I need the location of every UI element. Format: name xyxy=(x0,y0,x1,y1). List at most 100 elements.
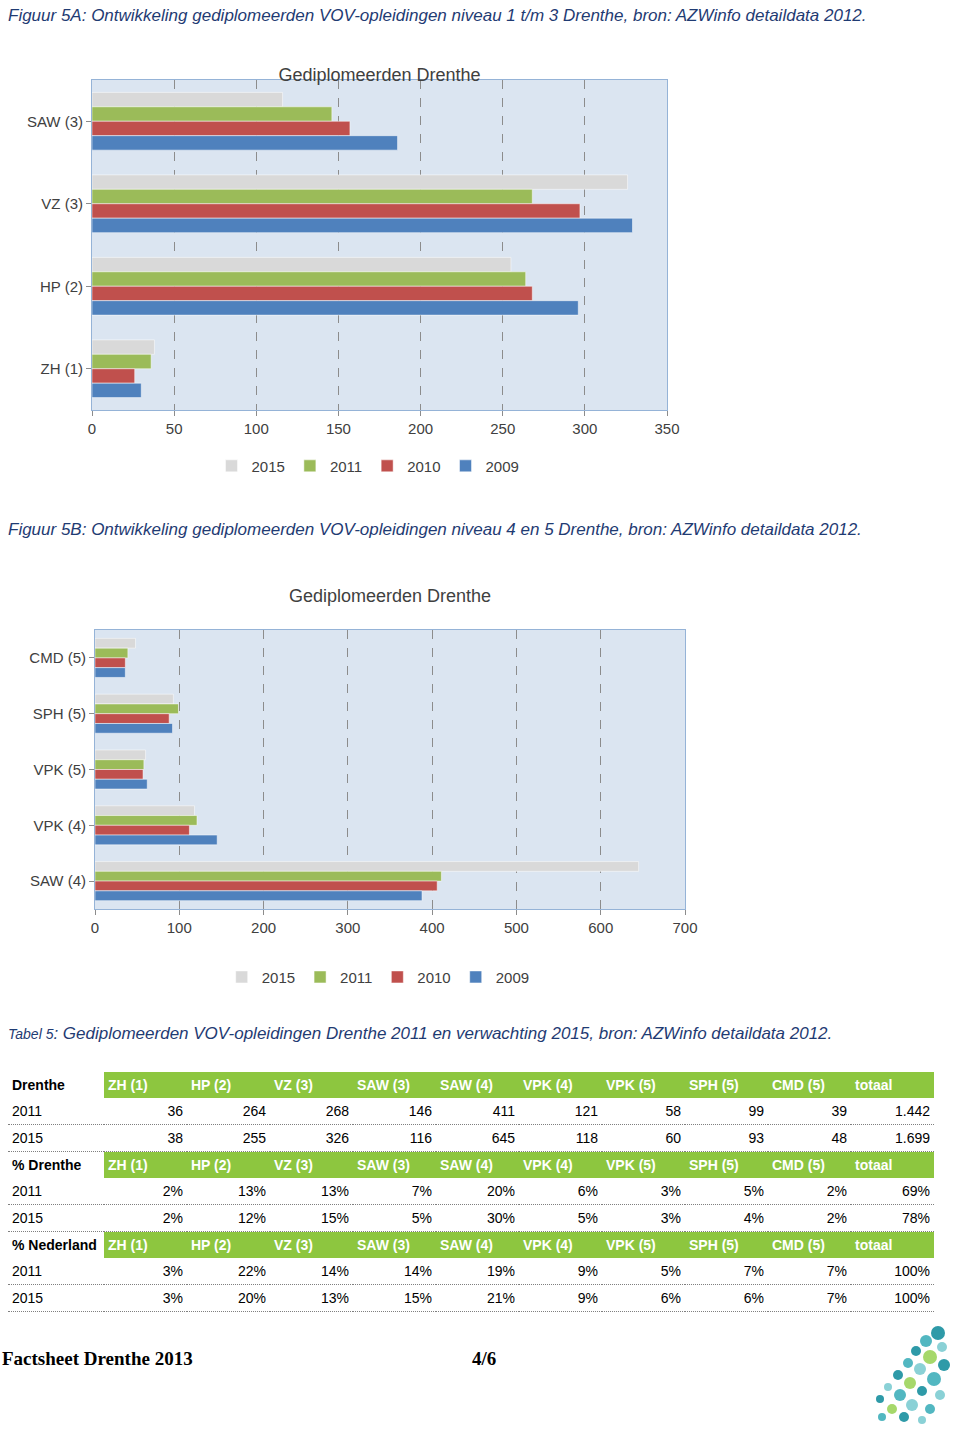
svg-text:HP (2): HP (2) xyxy=(40,278,83,295)
html-text:255: 255 xyxy=(242,1130,266,1146)
html-text:HP (2): HP (2) xyxy=(191,1077,232,1093)
html-text:36: 36 xyxy=(167,1103,183,1119)
html-text:121: 121 xyxy=(574,1103,598,1119)
html-text:39: 39 xyxy=(831,1103,847,1119)
svg-text:2011: 2011 xyxy=(340,969,372,986)
html-text:Tabel 5: Gediplomeerden VOV-op: Tabel 5: Gediplomeerden VOV-opleidingen … xyxy=(8,1024,833,1043)
html-text:3%: 3% xyxy=(660,1183,681,1199)
html-text:264: 264 xyxy=(242,1103,266,1119)
html-text:VZ (3): VZ (3) xyxy=(274,1157,313,1173)
html-text:1.442: 1.442 xyxy=(895,1103,930,1119)
html-text:2011: 2011 xyxy=(12,1103,43,1119)
svg-text:500: 500 xyxy=(504,919,529,936)
svg-text:100: 100 xyxy=(167,919,192,936)
svg-text:VPK (4): VPK (4) xyxy=(33,817,86,834)
svg-text:2009: 2009 xyxy=(496,969,529,986)
svg-text:600: 600 xyxy=(588,919,613,936)
html-text:268: 268 xyxy=(325,1103,349,1119)
html-text:totaal: totaal xyxy=(855,1157,893,1173)
svg-text:400: 400 xyxy=(420,919,445,936)
svg-text:700: 700 xyxy=(672,919,697,936)
html-text:CMD (5): CMD (5) xyxy=(772,1157,825,1173)
svg-text:2011: 2011 xyxy=(330,458,362,475)
svg-text:SAW (3): SAW (3) xyxy=(27,113,83,130)
svg-text:CMD (5): CMD (5) xyxy=(29,649,86,666)
svg-text:2010: 2010 xyxy=(417,969,450,986)
svg-text:100: 100 xyxy=(244,420,269,437)
html-text:VZ (3): VZ (3) xyxy=(274,1077,313,1093)
svg-text:350: 350 xyxy=(654,420,679,437)
svg-text:2015: 2015 xyxy=(262,969,295,986)
html-text:2%: 2% xyxy=(162,1183,183,1199)
html-text:6%: 6% xyxy=(577,1183,598,1199)
html-text:7%: 7% xyxy=(411,1183,432,1199)
html-text:SPH (5): SPH (5) xyxy=(689,1077,739,1093)
html-text:ZH (1): ZH (1) xyxy=(108,1157,148,1173)
html-text:SAW (4): SAW (4) xyxy=(440,1157,493,1173)
html-text:15%: 15% xyxy=(321,1210,349,1226)
svg-text:300: 300 xyxy=(335,919,360,936)
html-text:69%: 69% xyxy=(902,1183,930,1199)
svg-text:VPK (5): VPK (5) xyxy=(33,761,86,778)
html-text:146: 146 xyxy=(408,1103,432,1119)
svg-text:Gediplomeerden Drenthe: Gediplomeerden Drenthe xyxy=(289,586,491,606)
html-text:CMD (5): CMD (5) xyxy=(772,1077,825,1093)
html-text:Factsheet Drenthe 2013: Factsheet Drenthe 2013 xyxy=(2,1348,193,1369)
html-text:Drenthe: Drenthe xyxy=(12,1077,65,1093)
html-text:38: 38 xyxy=(167,1130,183,1146)
svg-text:Gediplomeerden Drenthe: Gediplomeerden Drenthe xyxy=(278,65,480,85)
html-text:645: 645 xyxy=(491,1130,515,1146)
html-text:2015: 2015 xyxy=(12,1130,44,1146)
svg-text:0: 0 xyxy=(91,919,99,936)
html-text:SAW (4): SAW (4) xyxy=(440,1077,493,1093)
html-text:VPK (4): VPK (4) xyxy=(523,1077,573,1093)
html-text:Figuur 5B: Ontwikkeling gedipl: Figuur 5B: Ontwikkeling gediplomeerden V… xyxy=(8,520,862,539)
html-text:totaal: totaal xyxy=(855,1077,893,1093)
svg-text:250: 250 xyxy=(490,420,515,437)
html-text:2015: 2015 xyxy=(12,1210,44,1226)
html-text:5%: 5% xyxy=(743,1183,764,1199)
html-text:2%: 2% xyxy=(162,1210,183,1226)
html-text:ZH (1): ZH (1) xyxy=(108,1077,148,1093)
html-text:12%: 12% xyxy=(238,1210,266,1226)
html-text:326: 326 xyxy=(325,1130,349,1146)
html-text:1.699: 1.699 xyxy=(895,1130,930,1146)
svg-text:200: 200 xyxy=(251,919,276,936)
html-text:99: 99 xyxy=(748,1103,764,1119)
html-text:Figuur 5A: Ontwikkeling gedipl: Figuur 5A: Ontwikkeling gediplomeerden V… xyxy=(8,6,867,25)
html-text:% Drenthe: % Drenthe xyxy=(12,1157,82,1173)
html-text:13%: 13% xyxy=(238,1183,266,1199)
html-text:116: 116 xyxy=(409,1130,432,1146)
html-text:VPK (4): VPK (4) xyxy=(523,1157,573,1173)
svg-text:2009: 2009 xyxy=(486,458,519,475)
svg-text:ZH (1): ZH (1) xyxy=(41,360,84,377)
svg-text:2015: 2015 xyxy=(252,458,285,475)
html-text:4/6: 4/6 xyxy=(472,1348,497,1369)
html-text:58: 58 xyxy=(665,1103,681,1119)
html-text:SAW (3): SAW (3) xyxy=(357,1077,410,1093)
html-text:SAW (3): SAW (3) xyxy=(357,1157,410,1173)
html-text:48: 48 xyxy=(831,1130,847,1146)
html-text:VPK (5): VPK (5) xyxy=(606,1077,656,1093)
svg-text:VZ (3): VZ (3) xyxy=(41,195,83,212)
html-text:5%: 5% xyxy=(411,1210,432,1226)
html-text:411: 411 xyxy=(492,1103,515,1119)
html-text:13%: 13% xyxy=(321,1183,349,1199)
html-text:20%: 20% xyxy=(487,1183,515,1199)
svg-text:50: 50 xyxy=(166,420,183,437)
svg-text:150: 150 xyxy=(326,420,351,437)
html-text:HP (2): HP (2) xyxy=(191,1157,232,1173)
html-text:SPH (5): SPH (5) xyxy=(689,1157,739,1173)
html-text:93: 93 xyxy=(748,1130,764,1146)
svg-text:SPH (5): SPH (5) xyxy=(33,705,86,722)
svg-text:0: 0 xyxy=(88,420,96,437)
svg-text:2010: 2010 xyxy=(407,458,440,475)
html-text:VPK (5): VPK (5) xyxy=(606,1157,656,1173)
svg-text:SAW (4): SAW (4) xyxy=(30,872,86,889)
svg-text:300: 300 xyxy=(572,420,597,437)
svg-text:200: 200 xyxy=(408,420,433,437)
html-text:60: 60 xyxy=(665,1130,681,1146)
html-text:118: 118 xyxy=(575,1130,598,1146)
html-text:2%: 2% xyxy=(826,1183,847,1199)
html-text:2011: 2011 xyxy=(12,1183,43,1199)
